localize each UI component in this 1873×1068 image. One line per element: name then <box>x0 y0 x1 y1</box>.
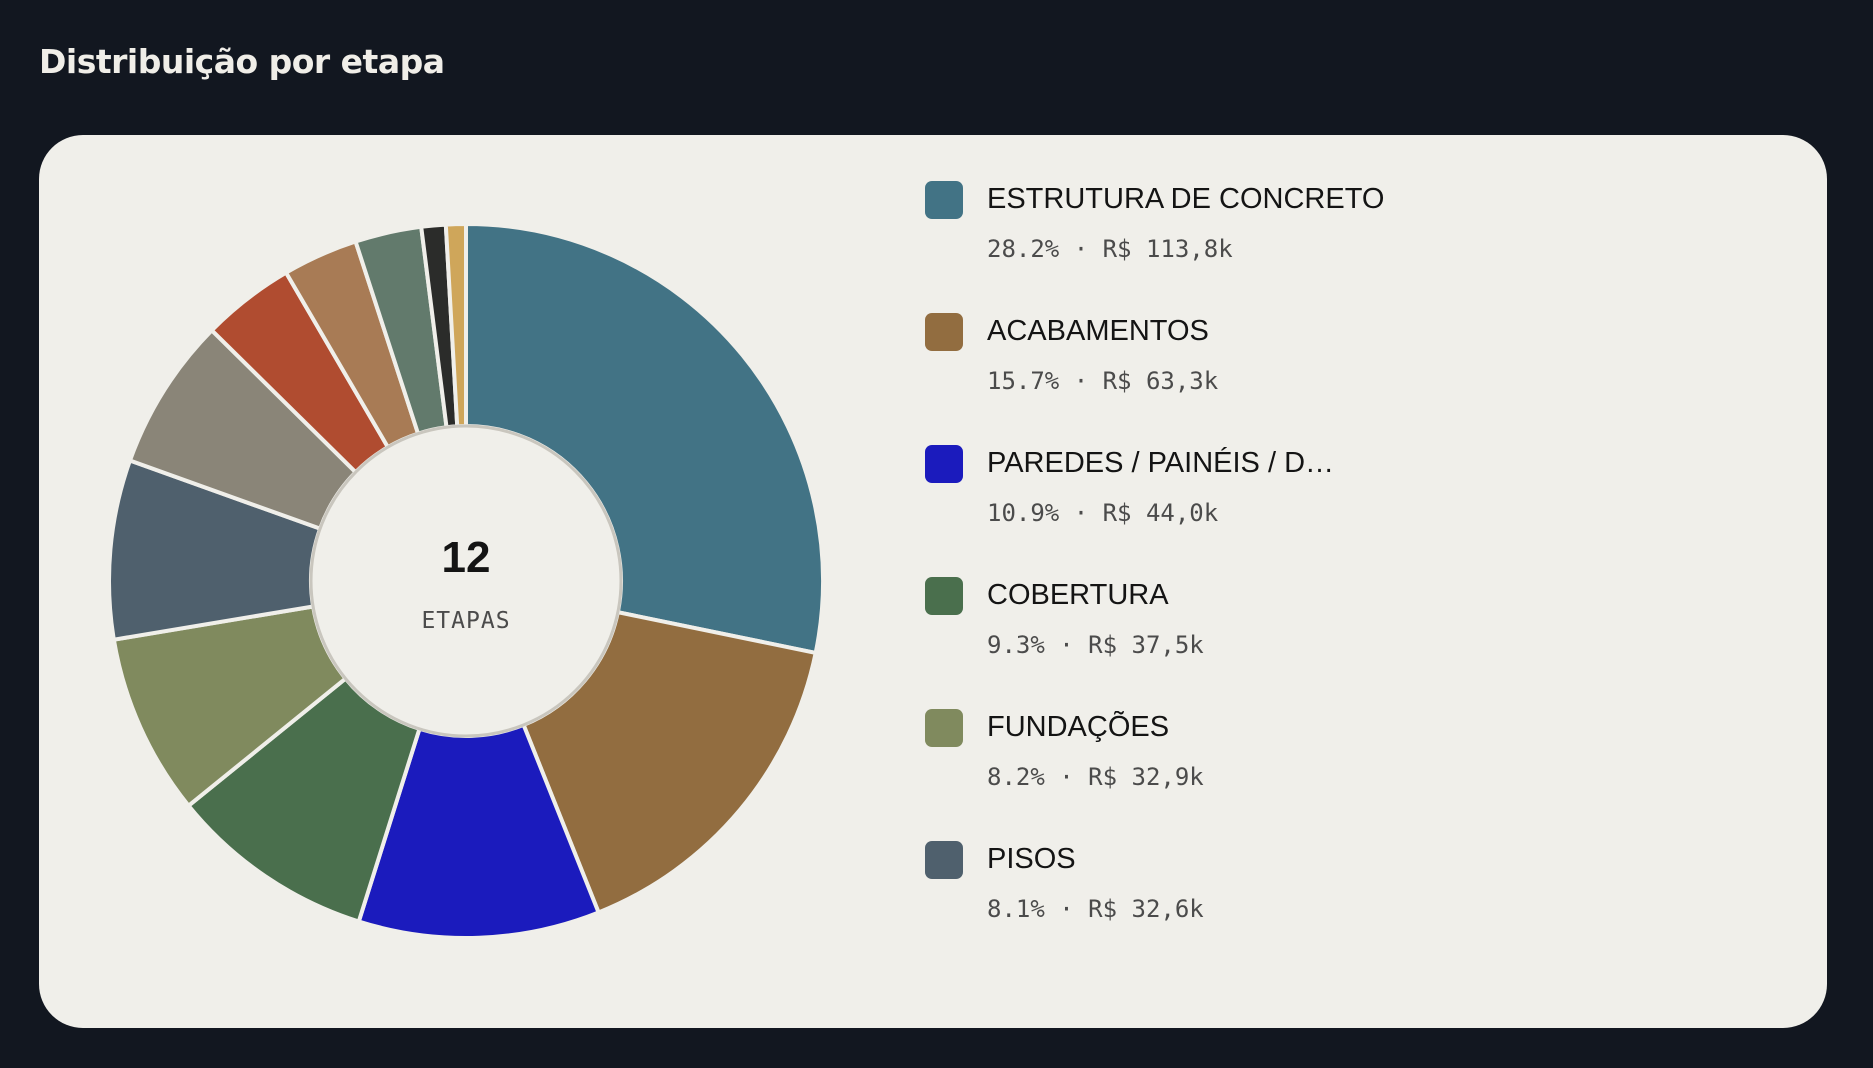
legend-item[interactable]: FUNDAÇÕES 8.2% · R$ 32,9k <box>925 709 1565 841</box>
legend-percent: 9.3% <box>987 631 1045 659</box>
legend: ESTRUTURA DE CONCRETO 28.2% · R$ 113,8k … <box>925 181 1565 973</box>
legend-item[interactable]: PAREDES / PAINÉIS / D… 10.9% · R$ 44,0k <box>925 445 1565 577</box>
legend-label: PAREDES / PAINÉIS / D… <box>987 447 1335 479</box>
legend-label: COBERTURA <box>987 579 1169 611</box>
legend-label: ACABAMENTOS <box>987 315 1209 347</box>
legend-percent: 10.9% <box>987 499 1060 527</box>
legend-stat: 8.2% · R$ 32,9k <box>987 763 1204 791</box>
legend-stat: 9.3% · R$ 37,5k <box>987 631 1204 659</box>
legend-percent: 8.1% <box>987 895 1045 923</box>
legend-value: R$ 37,5k <box>1088 631 1204 659</box>
legend-swatch <box>925 709 963 747</box>
legend-stat: 8.1% · R$ 32,6k <box>987 895 1204 923</box>
legend-item[interactable]: ACABAMENTOS 15.7% · R$ 63,3k <box>925 313 1565 445</box>
section-title: Distribuição por etapa <box>39 42 445 81</box>
center-count: 12 <box>442 533 491 582</box>
legend-label: PISOS <box>987 843 1076 875</box>
chart-card: 12 ETAPAS ESTRUTURA DE CONCRETO 28.2% · … <box>39 135 1827 1028</box>
legend-item[interactable]: PISOS 8.1% · R$ 32,6k <box>925 841 1565 973</box>
legend-value: R$ 113,8k <box>1102 235 1233 263</box>
legend-swatch <box>925 841 963 879</box>
legend-swatch <box>925 445 963 483</box>
donut-chart: 12 ETAPAS <box>107 222 825 940</box>
legend-stat: 15.7% · R$ 63,3k <box>987 367 1219 395</box>
donut-hole <box>309 424 623 738</box>
legend-stat: 28.2% · R$ 113,8k <box>987 235 1233 263</box>
legend-stat: 10.9% · R$ 44,0k <box>987 499 1219 527</box>
legend-swatch <box>925 577 963 615</box>
center-label: ETAPAS <box>421 608 510 634</box>
legend-percent: 8.2% <box>987 763 1045 791</box>
legend-value: R$ 44,0k <box>1102 499 1219 527</box>
legend-value: R$ 32,9k <box>1088 763 1204 791</box>
legend-label: FUNDAÇÕES <box>987 711 1170 743</box>
legend-percent: 28.2% <box>987 235 1060 263</box>
legend-value: R$ 63,3k <box>1102 367 1219 395</box>
legend-value: R$ 32,6k <box>1088 895 1204 923</box>
legend-item[interactable]: COBERTURA 9.3% · R$ 37,5k <box>925 577 1565 709</box>
donut-slices <box>107 222 825 940</box>
legend-item[interactable]: ESTRUTURA DE CONCRETO 28.2% · R$ 113,8k <box>925 181 1565 313</box>
legend-swatch <box>925 181 963 219</box>
legend-percent: 15.7% <box>987 367 1060 395</box>
legend-swatch <box>925 313 963 351</box>
legend-label: ESTRUTURA DE CONCRETO <box>987 183 1385 215</box>
